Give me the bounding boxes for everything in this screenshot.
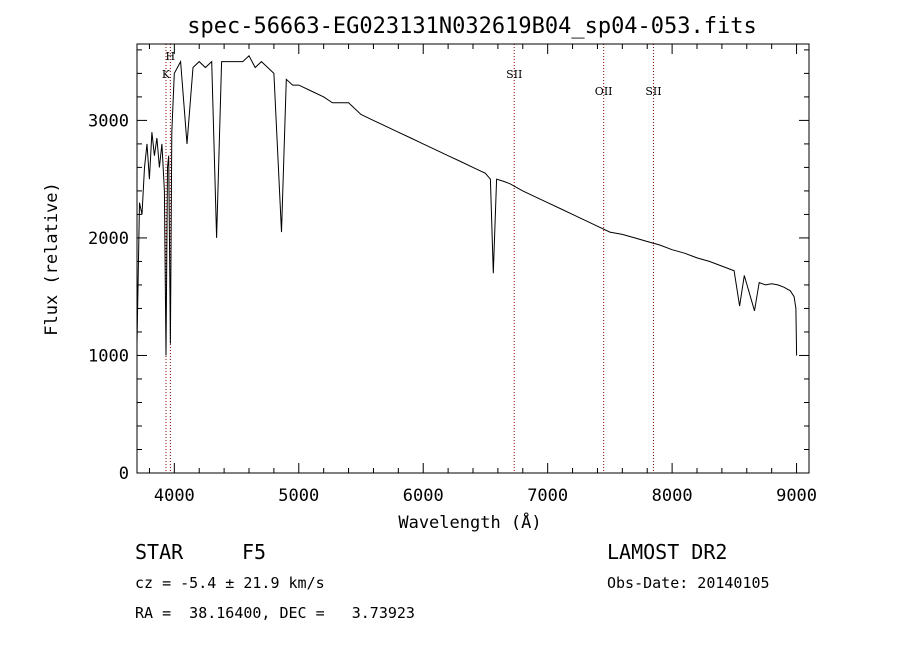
line-marker-label: H bbox=[166, 50, 176, 63]
x-tick-label: 8000 bbox=[652, 486, 693, 506]
y-tick-label: 3000 bbox=[88, 111, 129, 131]
x-tick-label: 9000 bbox=[776, 486, 817, 506]
x-tick-label: 6000 bbox=[403, 486, 444, 506]
x-axis-label: Wavelength (Å) bbox=[398, 511, 541, 533]
line-marker-label: K bbox=[162, 68, 171, 81]
obs-date: Obs-Date: 20140105 bbox=[607, 574, 770, 592]
y-tick-label: 2000 bbox=[88, 229, 129, 249]
y-axis-label: Flux (relative) bbox=[42, 182, 62, 336]
line-marker-label: OII bbox=[595, 85, 613, 98]
x-tick-label: 5000 bbox=[278, 486, 319, 506]
line-marker-label: SII bbox=[506, 68, 522, 81]
survey-name: LAMOST DR2 bbox=[607, 540, 728, 564]
object-subclass: F5 bbox=[242, 540, 267, 564]
axis-ticks: 4000 5000 6000 7000 8000 9000 0 1000 2000 3000 bbox=[88, 44, 817, 506]
x-tick-label: 7000 bbox=[527, 486, 568, 506]
line-markers: KH SII OII SII bbox=[162, 44, 662, 473]
plot-frame bbox=[136, 43, 810, 474]
object-class: STAR bbox=[135, 540, 184, 564]
spectrum-line bbox=[136, 54, 798, 356]
chart-title: spec-56663-EG023131N032619B04_sp04-053.f… bbox=[187, 14, 757, 39]
x-tick-label: 4000 bbox=[154, 486, 195, 506]
y-tick-label: 1000 bbox=[88, 346, 129, 366]
coordinates: RA = 38.16400, DEC = 3.73923 bbox=[135, 604, 415, 622]
y-tick-label: 0 bbox=[119, 464, 129, 484]
redshift-info: cz = -5.4 ± 21.9 km/s bbox=[135, 574, 325, 592]
line-marker-label: SII bbox=[645, 85, 661, 98]
